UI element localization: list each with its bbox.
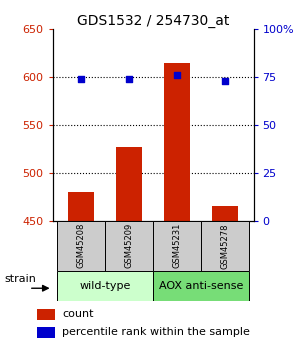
Bar bbox=[153, 221, 201, 271]
Text: GSM45208: GSM45208 bbox=[77, 223, 86, 268]
Point bbox=[175, 72, 179, 78]
Text: GSM45278: GSM45278 bbox=[220, 223, 229, 268]
Text: wild-type: wild-type bbox=[80, 281, 131, 291]
Bar bbox=[164, 63, 190, 221]
Bar bbox=[201, 221, 249, 271]
Bar bbox=[153, 271, 249, 301]
Text: strain: strain bbox=[4, 274, 36, 284]
Title: GDS1532 / 254730_at: GDS1532 / 254730_at bbox=[77, 14, 229, 28]
Bar bbox=[68, 192, 94, 221]
Text: AOX anti-sense: AOX anti-sense bbox=[159, 281, 243, 291]
Bar bbox=[57, 271, 153, 301]
Bar bbox=[105, 221, 153, 271]
Point bbox=[127, 76, 131, 82]
Bar bbox=[212, 206, 238, 221]
Bar bbox=[37, 327, 55, 338]
Bar bbox=[57, 221, 105, 271]
Text: count: count bbox=[62, 309, 93, 319]
Text: GSM45209: GSM45209 bbox=[124, 223, 134, 268]
Bar bbox=[37, 309, 55, 319]
Point bbox=[222, 78, 227, 84]
Bar bbox=[116, 147, 142, 221]
Point bbox=[79, 76, 84, 82]
Text: percentile rank within the sample: percentile rank within the sample bbox=[62, 327, 250, 337]
Text: GSM45231: GSM45231 bbox=[172, 223, 182, 268]
